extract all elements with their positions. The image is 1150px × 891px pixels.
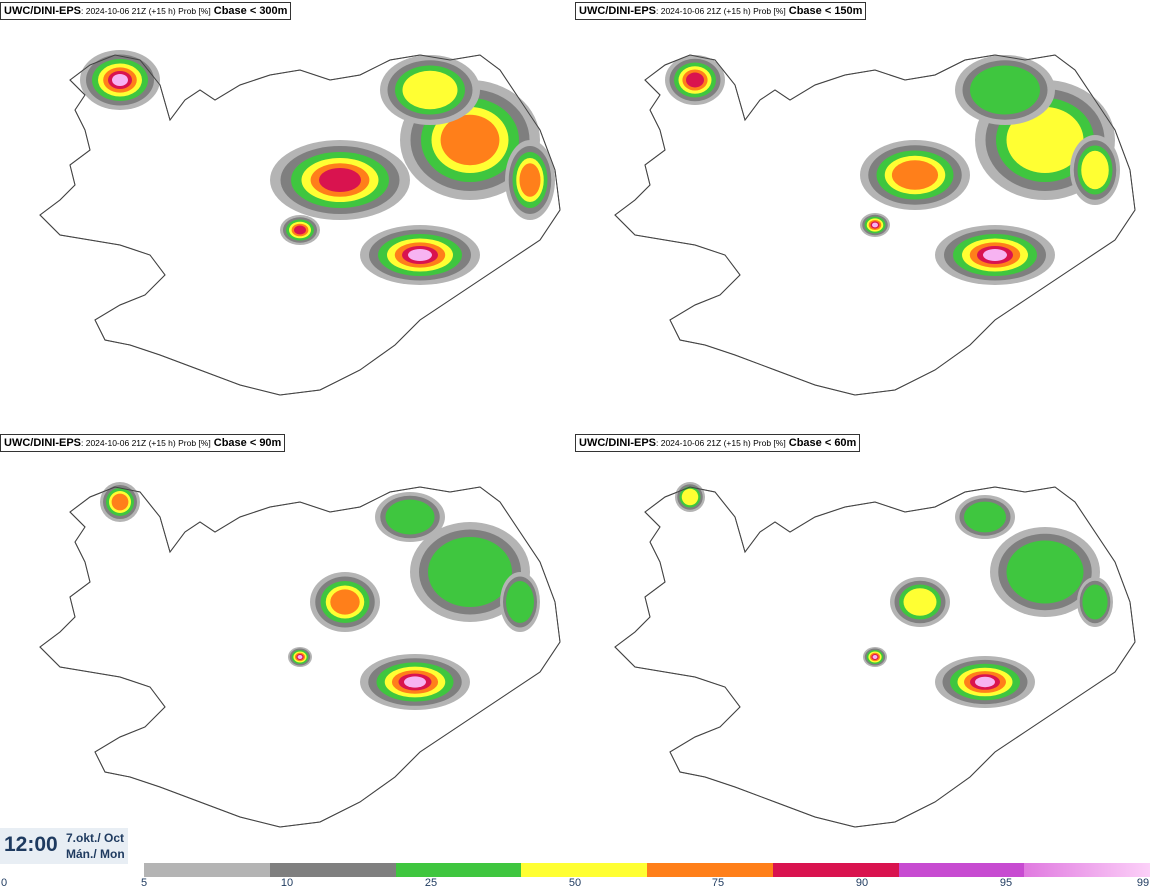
map-panel-1: UWC/DINI-EPS: 2024-10-06 21Z (+15 h) Pro… xyxy=(0,0,575,430)
legend-tick-label: 99 xyxy=(1136,877,1150,889)
coastline-outline xyxy=(614,486,1136,828)
probability-area xyxy=(385,499,435,535)
iceland-map-3 xyxy=(39,482,561,828)
probability-area xyxy=(408,249,432,261)
probability-area xyxy=(111,493,129,511)
probability-area xyxy=(440,114,500,166)
legend-tick-label: 0 xyxy=(0,877,8,889)
probability-area xyxy=(1082,584,1108,620)
run-info: : 2024-10-06 21Z (+15 h) Prob [%] xyxy=(656,438,786,448)
probability-area xyxy=(428,537,512,607)
valid-time: 12:00 xyxy=(4,833,58,856)
model-name: UWC/DINI-EPS xyxy=(4,437,81,449)
probability-area xyxy=(903,588,937,616)
legend-swatch xyxy=(898,863,1025,877)
legend-swatch xyxy=(521,863,647,877)
iceland-map-1 xyxy=(39,50,561,396)
probability-area xyxy=(402,70,458,110)
probability-area xyxy=(983,249,1007,261)
probability-area xyxy=(1006,107,1084,173)
valid-weekday: Mán./ Mon xyxy=(66,847,125,861)
legend-tick-label: 75 xyxy=(711,877,725,889)
run-info: : 2024-10-06 21Z (+15 h) Prob [%] xyxy=(656,6,786,16)
model-name: UWC/DINI-EPS xyxy=(579,5,656,17)
probability-area xyxy=(506,581,534,623)
field-name: Cbase < 90m xyxy=(213,437,282,449)
legend-tick-label: 95 xyxy=(999,877,1013,889)
probability-area xyxy=(872,222,878,228)
iceland-map-4 xyxy=(614,482,1136,828)
probability-area xyxy=(681,488,699,506)
field-name: Cbase < 60m xyxy=(788,437,857,449)
probability-area xyxy=(964,501,1006,533)
panel-title-2: UWC/DINI-EPS: 2024-10-06 21Z (+15 h) Pro… xyxy=(575,2,867,20)
legend-swatch xyxy=(144,863,270,877)
probability-area xyxy=(686,72,704,88)
legend-tick-label: 50 xyxy=(568,877,582,889)
run-info: : 2024-10-06 21Z (+15 h) Prob [%] xyxy=(81,438,211,448)
probability-area xyxy=(1006,540,1084,604)
iceland-map-2 xyxy=(614,54,1136,396)
probability-area xyxy=(891,160,939,190)
probability-area xyxy=(297,655,303,659)
probability-area xyxy=(519,163,541,197)
probability-area xyxy=(1081,150,1109,190)
panel-title-4: UWC/DINI-EPS: 2024-10-06 21Z (+15 h) Pro… xyxy=(575,434,861,452)
valid-date: 7.okt./ Oct xyxy=(66,831,125,845)
coastline-outline xyxy=(39,486,561,828)
valid-time-box xyxy=(0,828,128,864)
field-name: Cbase < 300m xyxy=(213,5,288,17)
legend-tick-label: 25 xyxy=(424,877,438,889)
map-panel-2: UWC/DINI-EPS: 2024-10-06 21Z (+15 h) Pro… xyxy=(575,0,1150,430)
map-panel-3: UWC/DINI-EPS: 2024-10-06 21Z (+15 h) Pro… xyxy=(0,432,575,862)
legend-tick-label: 10 xyxy=(280,877,294,889)
panel-title-1: UWC/DINI-EPS: 2024-10-06 21Z (+15 h) Pro… xyxy=(0,2,292,20)
color-legend-bar xyxy=(144,863,1150,877)
probability-area xyxy=(319,168,361,192)
probability-area xyxy=(872,655,878,659)
legend-swatch xyxy=(395,863,522,877)
legend-swatch xyxy=(772,863,899,877)
probability-area xyxy=(975,676,995,688)
map-panel-4: UWC/DINI-EPS: 2024-10-06 21Z (+15 h) Pro… xyxy=(575,432,1150,862)
field-name: Cbase < 150m xyxy=(788,5,863,17)
legend-swatch xyxy=(269,863,396,877)
panel-title-3: UWC/DINI-EPS: 2024-10-06 21Z (+15 h) Pro… xyxy=(0,434,286,452)
legend-swatch xyxy=(1024,863,1150,877)
probability-area xyxy=(112,74,128,86)
legend-swatch xyxy=(647,863,773,877)
probability-area xyxy=(404,676,426,688)
model-name: UWC/DINI-EPS xyxy=(579,437,656,449)
coastline-outline xyxy=(614,54,1136,396)
probability-area xyxy=(330,589,360,615)
model-name: UWC/DINI-EPS xyxy=(4,5,81,17)
coastline-outline xyxy=(39,54,561,396)
legend-tick-label: 90 xyxy=(855,877,869,889)
legend-tick-label: 5 xyxy=(140,877,148,889)
probability-area xyxy=(294,225,306,235)
probability-area xyxy=(970,65,1040,115)
run-info: : 2024-10-06 21Z (+15 h) Prob [%] xyxy=(81,6,211,16)
